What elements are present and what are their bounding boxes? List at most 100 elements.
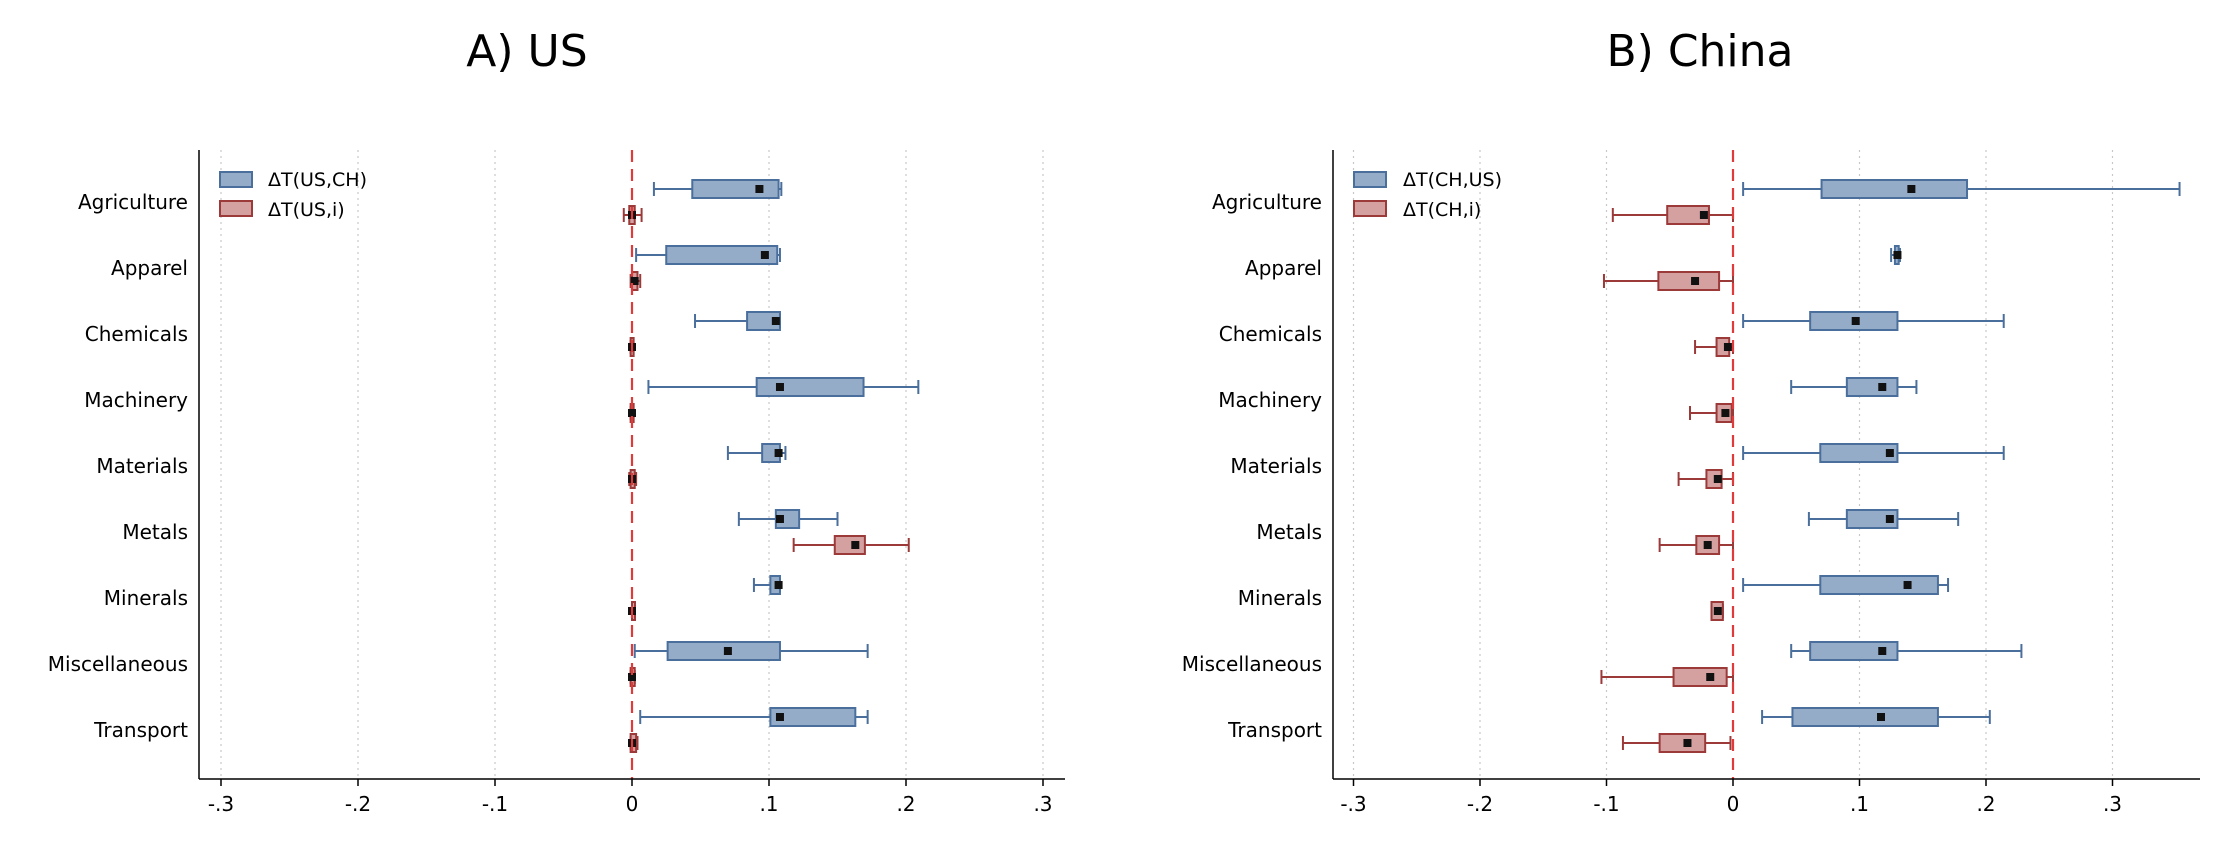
median-marker [1723, 343, 1732, 351]
box-plot-metals-series-1 [1807, 509, 1960, 529]
median-marker [1893, 251, 1902, 259]
box-plot-agriculture-series-1 [652, 179, 783, 199]
box-plot-apparel-series-1 [635, 245, 781, 265]
box-plot-metals-series-1 [737, 509, 839, 529]
iqr-box [1657, 271, 1721, 291]
x-tick-label: -.2 [345, 792, 371, 816]
median-marker [775, 383, 784, 391]
iqr-box [755, 377, 865, 397]
box-plot-miscellaneous-series-2 [1600, 667, 1734, 687]
category-label: Metals [122, 520, 188, 544]
x-tick-label: .1 [1850, 792, 1869, 816]
iqr-box [774, 509, 801, 529]
x-tick-label: .3 [2103, 792, 2122, 816]
x-tick-label: -.1 [482, 792, 508, 816]
median-marker [1885, 515, 1894, 523]
x-tick-label: -.2 [1467, 792, 1493, 816]
median-marker [1907, 185, 1916, 193]
legend-label-series-2: ΔT(CH,i) [1403, 199, 1481, 221]
median-marker [1878, 647, 1887, 655]
box-plot-materials-series-1 [1742, 443, 2005, 463]
legend: ΔT(CH,US) ΔT(CH,i) [1353, 169, 1502, 221]
category-label: Chemicals [1219, 322, 1322, 346]
category-label: Agriculture [78, 190, 188, 214]
median-marker [851, 541, 860, 549]
category-label: Apparel [111, 256, 188, 280]
axes: -.3 -.2 -.1 0 .1 .2 .3 Agriculture Apparel Chemic… [1182, 150, 2200, 816]
x-tick-label: .3 [1033, 792, 1052, 816]
iqr-box [666, 641, 781, 661]
legend-swatch-series-2 [1353, 200, 1387, 217]
category-label: Transport [93, 718, 188, 742]
box-plot-transport-series-1 [639, 707, 869, 727]
iqr-box [769, 707, 857, 727]
median-marker [1851, 317, 1860, 325]
box-plot-miscellaneous-series-1 [633, 641, 869, 661]
legend-label-series-1: ΔT(CH,US) [1403, 169, 1502, 191]
x-tick-label: -.1 [1593, 792, 1619, 816]
median-marker [1721, 409, 1730, 417]
median-marker [1691, 277, 1700, 285]
legend: ΔT(US,CH) ΔT(US,i) [219, 169, 367, 221]
box-plot-transport-series-1 [1761, 707, 1991, 727]
panel-title: B) China [1606, 26, 1793, 77]
box-plot-minerals-series-1 [1742, 575, 1950, 595]
category-label: Apparel [1245, 256, 1322, 280]
median-marker [628, 409, 636, 417]
median-marker [771, 317, 780, 325]
iqr-box [1791, 707, 1939, 727]
category-label: Agriculture [1212, 190, 1322, 214]
iqr-box [746, 311, 781, 331]
category-label: Metals [1256, 520, 1322, 544]
category-label: Machinery [84, 388, 188, 412]
x-tick-label: -.3 [1340, 792, 1366, 816]
category-label: Miscellaneous [48, 652, 188, 676]
iqr-box [691, 179, 780, 199]
median-marker [760, 251, 769, 259]
box-plot-agriculture-series-1 [1742, 179, 2181, 199]
category-label: Materials [1230, 454, 1322, 478]
median-marker [1903, 581, 1912, 589]
category-label: Chemicals [85, 322, 188, 346]
box-plot-apparel-series-2 [1602, 271, 1734, 291]
median-marker [723, 647, 732, 655]
box-plot-chemicals-series-1 [1742, 311, 2005, 331]
box-plot-minerals-series-2 [1710, 601, 1724, 621]
median-marker [1706, 673, 1715, 681]
median-marker [1885, 449, 1894, 457]
box-plot-machinery-series-1 [1790, 377, 1918, 397]
box-plot-machinery-series-1 [647, 377, 920, 397]
median-marker [774, 449, 783, 457]
median-marker [775, 515, 784, 523]
median-marker [1683, 739, 1692, 747]
box-plot-chemicals-series-1 [694, 311, 781, 331]
iqr-box [1666, 205, 1710, 225]
box-plot-minerals-series-1 [752, 575, 783, 595]
x-tick-label: .2 [896, 792, 915, 816]
x-tick-label: 0 [626, 792, 639, 816]
median-marker [1699, 211, 1708, 219]
category-label: Minerals [104, 586, 188, 610]
box-plot-machinery-series-2 [1688, 403, 1734, 423]
box-plot-apparel-series-1 [1890, 245, 1902, 265]
median-marker [1713, 607, 1722, 615]
category-label: Transport [1227, 718, 1322, 742]
median-marker [630, 277, 639, 285]
box-plot-apparel-series-2 [629, 271, 642, 291]
x-tick-label: .1 [759, 792, 778, 816]
iqr-box [1820, 179, 1969, 199]
category-label: Machinery [1218, 388, 1322, 412]
x-tick-label: -.3 [208, 792, 234, 816]
iqr-box [1845, 509, 1899, 529]
x-tick-label: 0 [1727, 792, 1740, 816]
box-plot-materials-series-1 [726, 443, 787, 463]
box-plot-materials-series-2 [1677, 469, 1734, 489]
iqr-box [665, 245, 779, 265]
box-plots [622, 150, 920, 779]
median-marker [1877, 713, 1886, 721]
median-marker [628, 673, 636, 681]
category-label: Miscellaneous [1182, 652, 1322, 676]
iqr-box [1809, 641, 1899, 661]
